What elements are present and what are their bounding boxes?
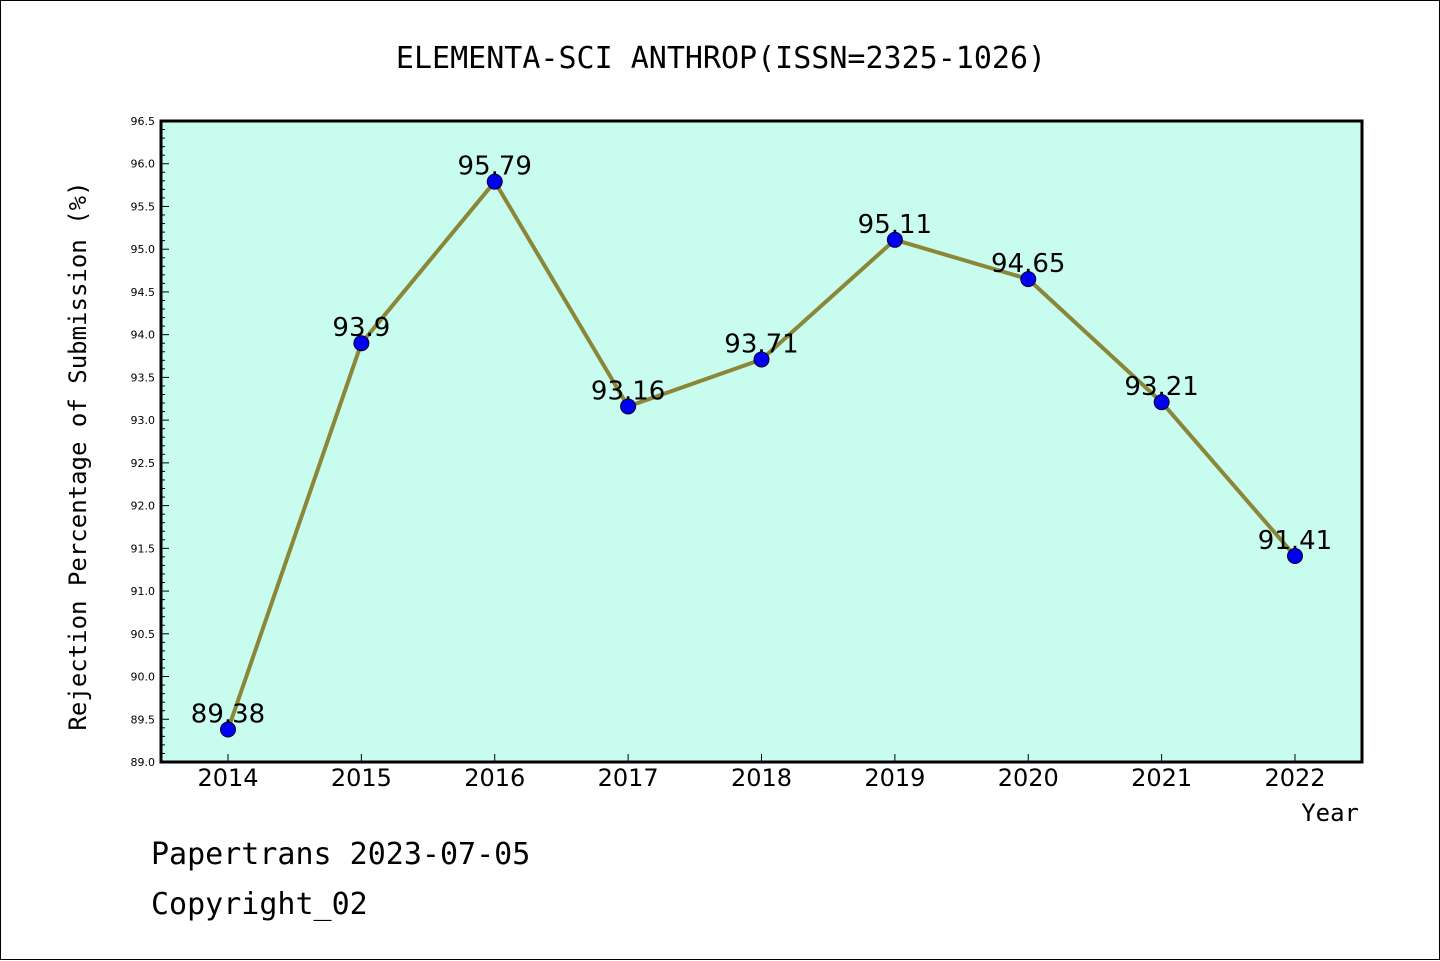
y-tick-label: 96.0	[131, 158, 156, 171]
x-tick-label: 2016	[464, 764, 525, 792]
data-point	[1153, 394, 1170, 411]
y-tick-label: 92.0	[131, 500, 156, 513]
data-point	[1020, 271, 1037, 288]
x-tick-label: 2022	[1264, 764, 1325, 792]
data-label: 93.71	[724, 329, 798, 359]
y-tick-label: 89.5	[131, 713, 156, 726]
data-label: 93.9	[332, 313, 390, 343]
x-tick-label: 2014	[197, 764, 258, 792]
y-tick-label: 95.0	[131, 243, 156, 256]
data-point	[220, 721, 236, 738]
y-tick-label: 91.0	[131, 585, 156, 598]
y-tick-label: 96.5	[131, 115, 156, 128]
y-tick-label: 90.5	[131, 628, 156, 641]
data-point	[353, 335, 370, 352]
data-point	[1287, 548, 1303, 565]
data-labels: 89.38 93.9 95.79 93.16 93.71 95.11 94.65 93.21 9…	[191, 152, 1332, 730]
data-label: 95.11	[858, 210, 932, 240]
data-label: 94.65	[991, 249, 1065, 279]
x-tick-label: 2020	[998, 764, 1059, 792]
data-label: 89.38	[191, 700, 265, 730]
chart-title: ELEMENTA-SCI ANTHROP(ISSN=2325-1026)	[396, 41, 1046, 76]
data-point	[620, 398, 637, 415]
y-tick-label: 94.0	[131, 329, 156, 342]
y-tick-label: 92.5	[131, 457, 156, 470]
y-tick-label: 91.5	[131, 542, 156, 555]
series	[220, 173, 1303, 738]
y-tick-label: 94.5	[131, 286, 156, 299]
y-tick-label: 90.0	[131, 671, 156, 684]
y-tick-label: 95.5	[131, 200, 156, 213]
x-tick-label: 2019	[864, 764, 925, 792]
plot-area	[159, 119, 1364, 764]
data-label: 95.79	[458, 152, 532, 182]
y-axis-label: Rejection Percentage of Submission (%)	[64, 181, 92, 730]
y-axis: 89.0 89.5 90.0 90.5 91.0 91.5 92.0 92.5 93.0 93.5…	[131, 115, 169, 769]
data-point	[486, 173, 503, 190]
y-tick-label: 93.0	[131, 414, 156, 427]
footer-copyright: Copyright_02	[151, 887, 368, 922]
data-label: 93.16	[591, 376, 665, 406]
y-tick-label: 89.0	[131, 756, 156, 769]
x-tick-label: 2021	[1131, 764, 1192, 792]
data-label: 91.41	[1258, 526, 1332, 556]
data-point	[886, 231, 903, 248]
x-tick-label: 2015	[331, 764, 392, 792]
x-axis-label: Year	[1301, 799, 1359, 827]
x-tick-label: 2017	[598, 764, 659, 792]
data-label: 93.21	[1124, 372, 1198, 402]
y-tick-label: 93.5	[131, 371, 156, 384]
x-axis: 2014 2015 2016 2017 2018 2019 2020 2021 2022	[197, 754, 1326, 792]
x-tick-label: 2018	[731, 764, 792, 792]
data-point	[753, 351, 770, 368]
footer-date: Papertrans 2023-07-05	[151, 837, 531, 872]
